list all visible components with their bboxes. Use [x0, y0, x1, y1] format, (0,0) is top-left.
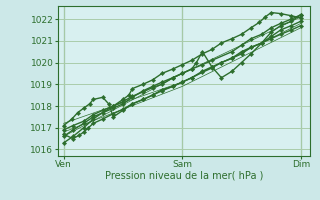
- X-axis label: Pression niveau de la mer( hPa ): Pression niveau de la mer( hPa ): [105, 171, 263, 181]
